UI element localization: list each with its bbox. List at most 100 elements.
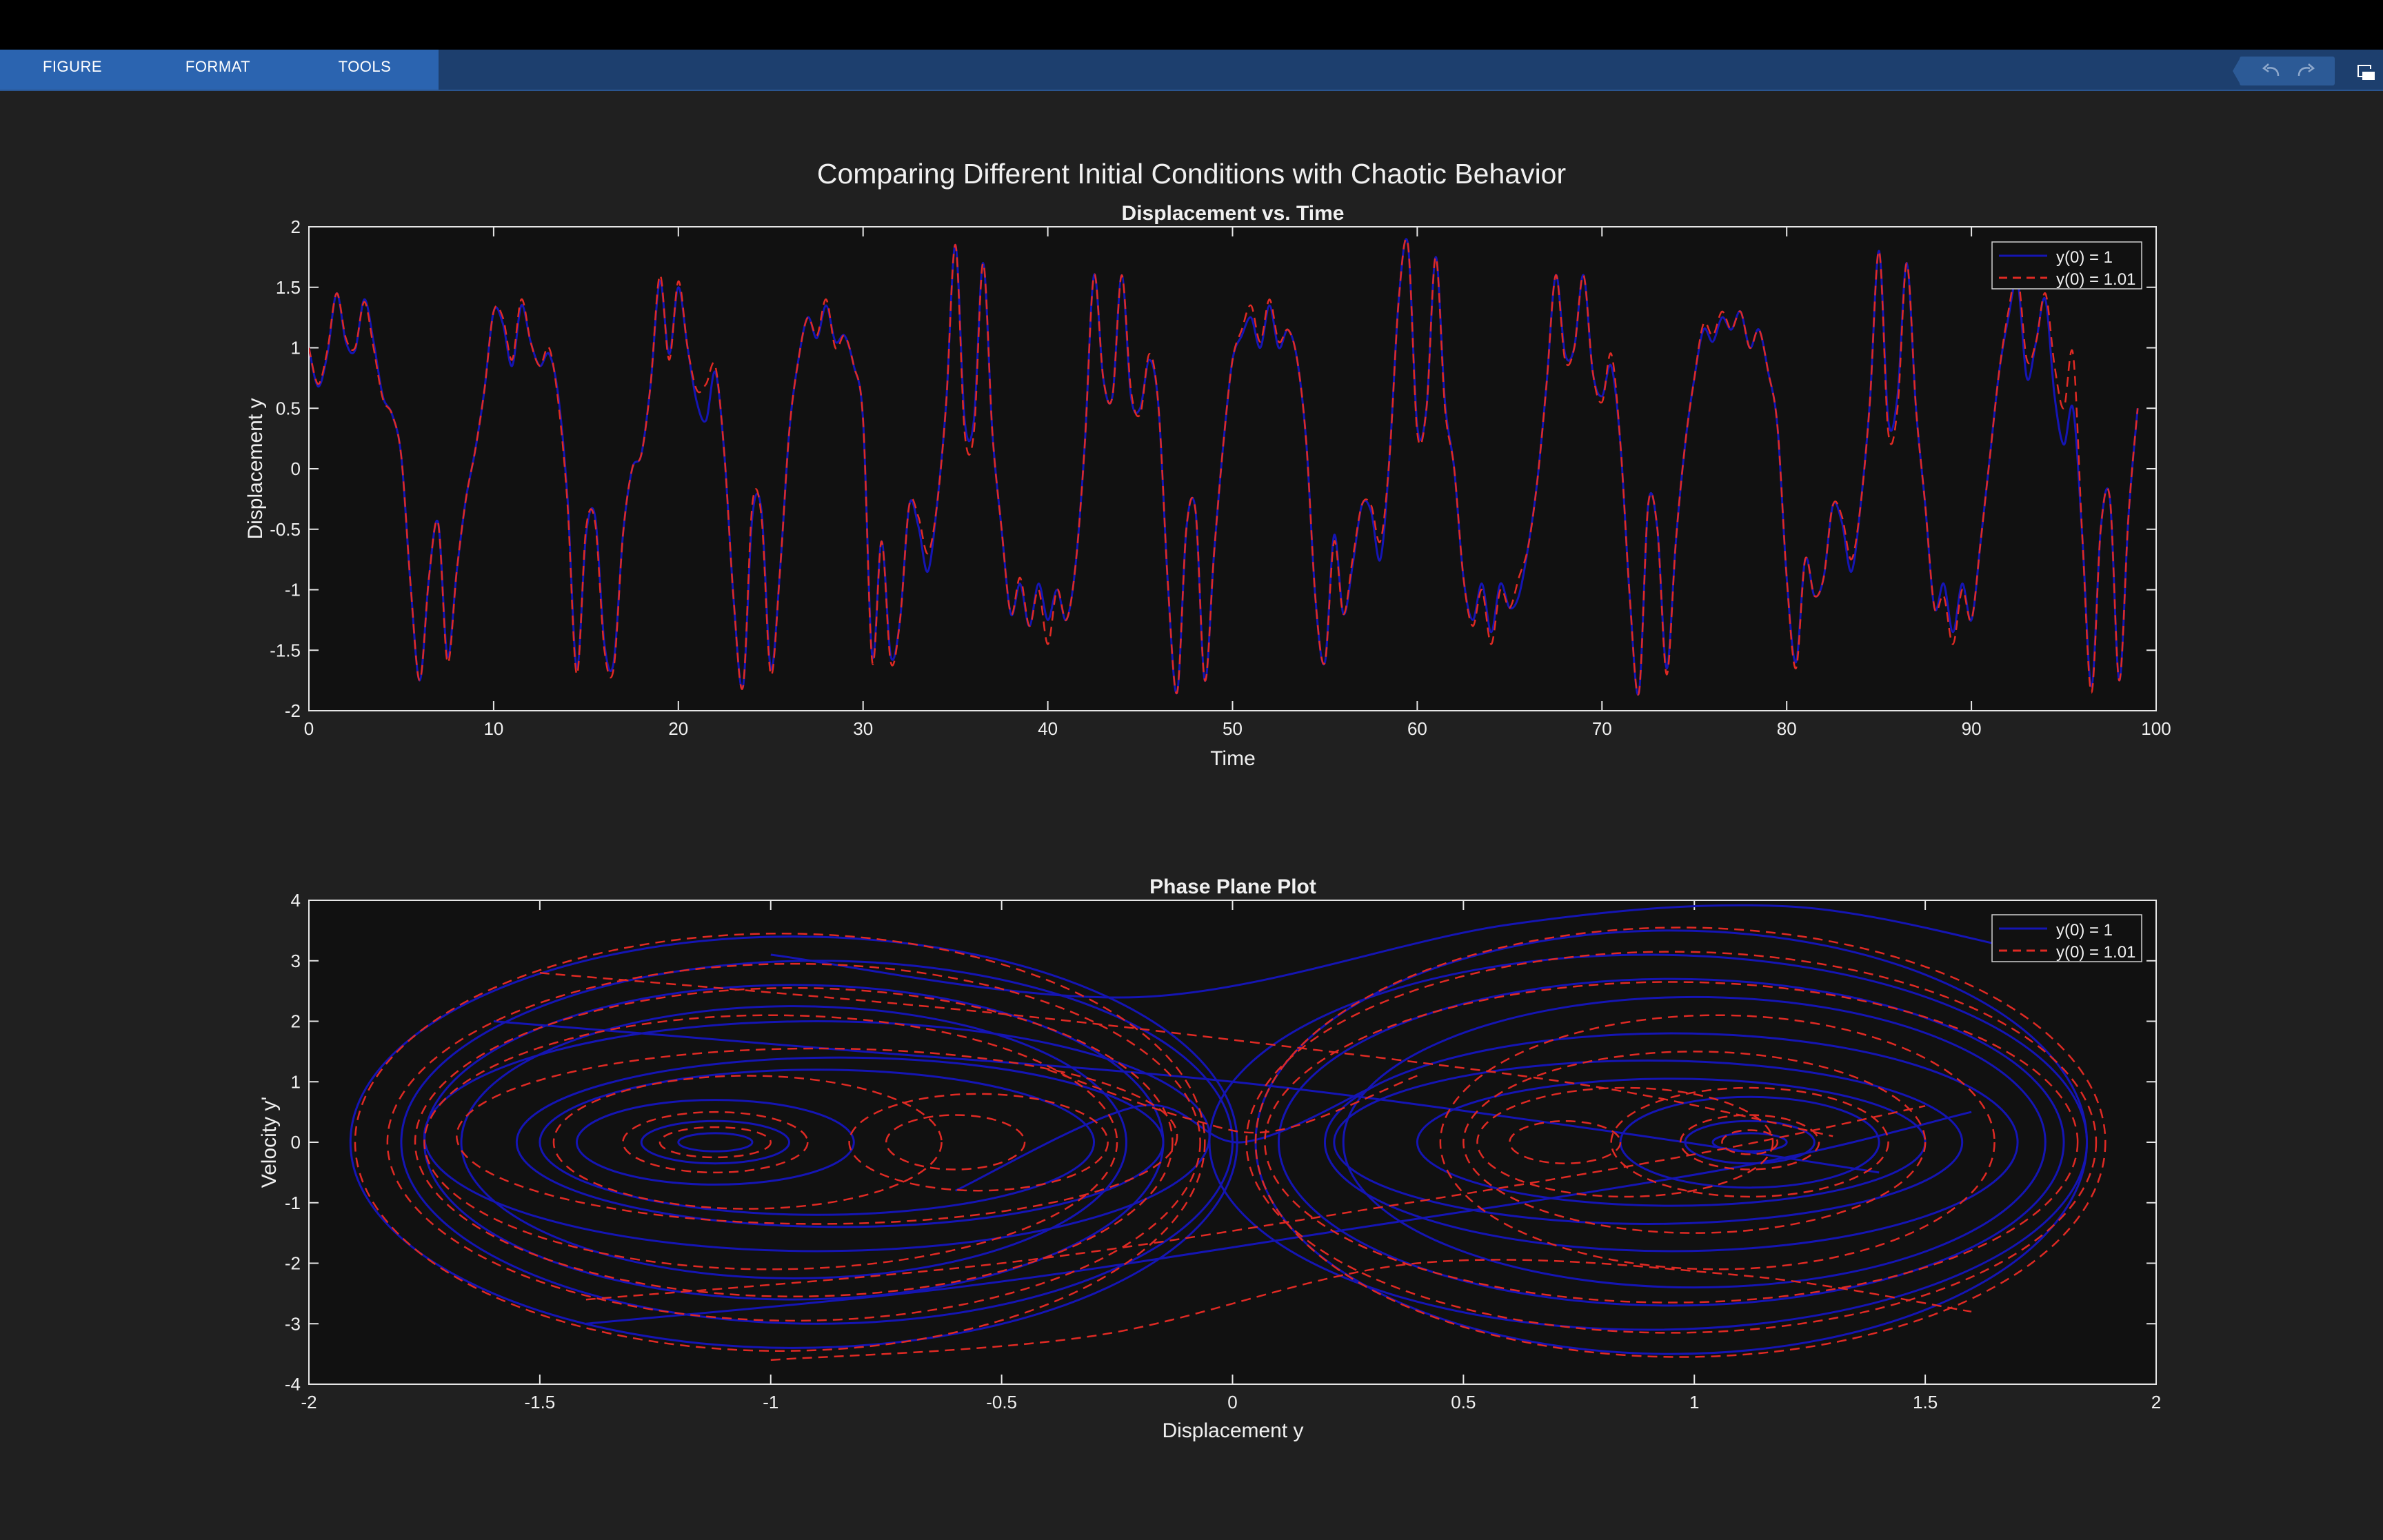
- series-1-trajectory: [493, 1020, 1880, 1174]
- plot-lines: [349, 904, 2107, 1361]
- series-line-1: [309, 238, 2139, 696]
- x-tick-label: -0.5: [986, 1392, 1017, 1412]
- series-2-orbit: [354, 933, 1206, 1352]
- legend-entry-series-2: y(0) = 1.01: [2056, 270, 2135, 289]
- y-axis-label: Displacement y: [244, 398, 267, 539]
- tab-tools[interactable]: TOOLS: [338, 58, 392, 75]
- x-tick-label: 10: [483, 718, 503, 739]
- plot-lines: [309, 238, 2139, 696]
- y-tick-labels: -2 -1.5 -1 -0.5 0 0.5 1 1.5 2: [270, 216, 301, 721]
- series-2-orbit: [1476, 1086, 1774, 1198]
- y-tick-label: -4: [285, 1374, 301, 1395]
- x-axis-label: Time: [1210, 747, 1256, 770]
- x-tick-label: 0: [1227, 1392, 1237, 1412]
- series-1-trajectory: [770, 904, 2018, 999]
- series-2-orbit: [1254, 926, 2107, 1358]
- tab-figure[interactable]: FIGURE: [42, 58, 103, 75]
- y-axis-label: Velocity y': [258, 1097, 281, 1188]
- tick-marks: [308, 226, 2157, 711]
- x-tick-label: 20: [668, 718, 688, 739]
- series-2-orbit: [885, 1114, 1026, 1171]
- series-2-orbit: [1264, 981, 2079, 1304]
- axes-title: Displacement vs. Time: [1122, 202, 1345, 225]
- x-tick-label: 70: [1592, 718, 1612, 739]
- x-tick-label: 0: [304, 718, 314, 739]
- series-2-orbit: [386, 962, 1201, 1322]
- axes-phase-plane[interactable]: Phase Plane Plot -2 -1.5 -1 -0.5 0 0.5 1 1.5 2 -…: [258, 875, 2161, 1442]
- x-tick-label: 60: [1407, 718, 1427, 739]
- figure-toolstrip: FIGURE FORMAT TOOLS: [0, 50, 2383, 91]
- x-tick-label: 80: [1777, 718, 1797, 739]
- y-tick-label: 4: [291, 890, 301, 911]
- tab-format[interactable]: FORMAT: [185, 58, 251, 75]
- y-tick-label: 3: [291, 951, 301, 971]
- series-1-trajectory: [585, 1111, 1972, 1325]
- y-tick-label: -2: [285, 700, 301, 721]
- series-2-orbit: [1245, 951, 2098, 1334]
- dock-figure-icon: [2357, 65, 2375, 80]
- toolstrip-tabs: FIGURE FORMAT TOOLS: [0, 50, 439, 90]
- y-tick-label: -2: [285, 1253, 301, 1274]
- axes-title: Phase Plane Plot: [1149, 875, 1316, 898]
- series-2-orbit: [1509, 1120, 1622, 1164]
- window-top-bar: [0, 0, 2383, 50]
- y-tick-label: -0.5: [270, 519, 301, 540]
- y-tick-label: 0: [291, 458, 301, 479]
- series-1-orbit: [1323, 1032, 2019, 1253]
- x-tick-labels: 0 10 20 30 40 50 60 70 80 90 100: [304, 718, 2171, 739]
- x-tick-label: 1.5: [1913, 1392, 1938, 1412]
- y-tick-label: 1.5: [276, 277, 301, 298]
- y-tick-label: 1: [291, 1071, 301, 1092]
- redo-arrow-icon: [2297, 63, 2315, 77]
- y-tick-label: 0.5: [276, 398, 301, 418]
- series-2-orbit: [414, 986, 1174, 1298]
- redo-button[interactable]: [2292, 61, 2320, 81]
- series-2-orbit: [456, 1047, 1178, 1225]
- quick-access-toolbar: [2240, 57, 2335, 85]
- series-2-orbit: [1462, 1051, 1927, 1234]
- series-2-trajectory: [539, 972, 1833, 1137]
- legend-box: [1991, 914, 2142, 962]
- x-tick-label: 1: [1689, 1392, 1699, 1412]
- legend[interactable]: y(0) = 1 y(0) = 1.01: [1991, 241, 2142, 290]
- y-tick-labels: -4 -3 -2 -1 0 1 2 3 4: [285, 890, 301, 1395]
- x-tick-label: -1.5: [524, 1392, 555, 1412]
- x-tick-label: -1: [763, 1392, 778, 1412]
- series-2-trajectory: [770, 1259, 1972, 1361]
- series-2-orbit: [1610, 1086, 1889, 1198]
- series-2-orbit: [552, 1075, 943, 1210]
- legend[interactable]: y(0) = 1 y(0) = 1.01: [1991, 914, 2142, 962]
- legend-entry-series-1: y(0) = 1: [2056, 248, 2113, 267]
- series-1-orbit: [677, 1132, 754, 1153]
- undo-button[interactable]: [2258, 61, 2285, 81]
- series-2-orbit: [1679, 1114, 1820, 1171]
- series-2-orbit: [1721, 1129, 1779, 1155]
- series-2-orbit: [658, 1126, 772, 1159]
- legend-entry-series-2: y(0) = 1.01: [2056, 943, 2135, 962]
- x-axis-label: Displacement y: [1162, 1419, 1303, 1442]
- series-2-orbit: [423, 1014, 1118, 1270]
- y-tick-label: 1: [291, 338, 301, 358]
- x-tick-label: 100: [2141, 718, 2171, 739]
- x-tick-label: 50: [1223, 718, 1243, 739]
- x-tick-label: 90: [1962, 718, 1982, 739]
- axes-background: [308, 226, 2157, 711]
- dock-figure-button[interactable]: [2354, 59, 2377, 83]
- series-2-orbit: [1439, 1014, 1995, 1270]
- x-tick-label: 30: [853, 718, 873, 739]
- y-tick-label: 0: [291, 1132, 301, 1153]
- y-tick-label: -1.5: [270, 640, 301, 660]
- legend-box: [1991, 241, 2142, 290]
- series-1-orbit: [539, 1068, 1096, 1216]
- x-tick-labels: -2 -1.5 -1 -0.5 0 0.5 1 1.5 2: [301, 1392, 2161, 1412]
- series-2-trajectory: [1047, 1068, 1418, 1134]
- y-tick-label: -3: [285, 1313, 301, 1334]
- series-1-orbit: [1333, 1060, 1964, 1225]
- series-1-orbit: [1277, 977, 2065, 1307]
- series-2-trajectory: [585, 1105, 1926, 1301]
- axes-displacement-vs-time[interactable]: Displacement vs. Time 0 10 20 30 40 50 60 70 80 9…: [244, 202, 2171, 770]
- x-tick-label: 40: [1038, 718, 1058, 739]
- series-line-2: [309, 238, 2139, 696]
- x-tick-label: -2: [301, 1392, 316, 1412]
- series-1-orbit: [460, 1005, 1127, 1279]
